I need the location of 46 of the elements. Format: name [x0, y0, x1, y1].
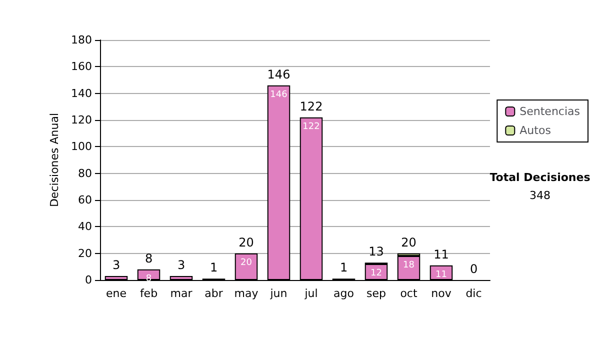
total-label: 0: [470, 262, 478, 276]
data-label: 8: [146, 274, 152, 284]
data-label: 12: [370, 268, 382, 278]
x-tick-label: abr: [204, 287, 224, 300]
data-label: 11: [436, 270, 447, 280]
y-tick-label: 60: [78, 194, 92, 206]
legend-label: Autos: [520, 124, 552, 137]
data-label: 18: [403, 260, 415, 270]
x-tick-label: ene: [106, 287, 127, 300]
y-tick-label: 20: [78, 246, 92, 260]
total-label: 11: [434, 247, 449, 262]
total-label: 122: [300, 99, 323, 114]
data-label: 146: [270, 90, 288, 100]
x-tick-label: may: [234, 287, 259, 300]
total-label: 146: [267, 67, 290, 82]
total-label: 1: [210, 260, 218, 275]
x-tick-label: oct: [400, 287, 418, 300]
total-label: 13: [368, 244, 384, 259]
total-label: 20: [401, 235, 416, 250]
y-tick-label: 120: [71, 114, 92, 126]
y-tick-label: 0: [85, 274, 92, 286]
y-tick-label: 100: [71, 140, 92, 154]
total-label: 8: [144, 251, 153, 266]
y-tick-label: 80: [78, 166, 92, 180]
x-tick-label: nov: [431, 287, 452, 300]
x-tick-label: mar: [170, 287, 193, 300]
legend-label: Sentencias: [520, 105, 580, 118]
data-label: 122: [302, 122, 320, 132]
x-tick-label: dic: [466, 287, 482, 300]
y-tick-label: 180: [71, 34, 92, 46]
total-label: 1: [340, 260, 348, 275]
y-axis-title: Decisiones Anual: [48, 112, 62, 208]
y-tick-label: 140: [71, 86, 92, 100]
text: 348: [530, 189, 550, 202]
x-tick-label: jul: [304, 287, 318, 300]
annotation: Total Decisiones: [490, 171, 591, 184]
x-tick-label: sep: [366, 287, 386, 300]
y-tick-label: 160: [71, 60, 92, 74]
y-tick-label: 40: [78, 220, 92, 234]
total-label: 3: [112, 258, 120, 272]
x-tick-label: feb: [140, 287, 158, 300]
x-tick-label: jun: [269, 287, 288, 300]
total-label: 20: [238, 235, 254, 250]
x-tick-label: ago: [334, 287, 354, 300]
total-label: 3: [177, 258, 186, 272]
data-label: 20: [240, 258, 252, 268]
